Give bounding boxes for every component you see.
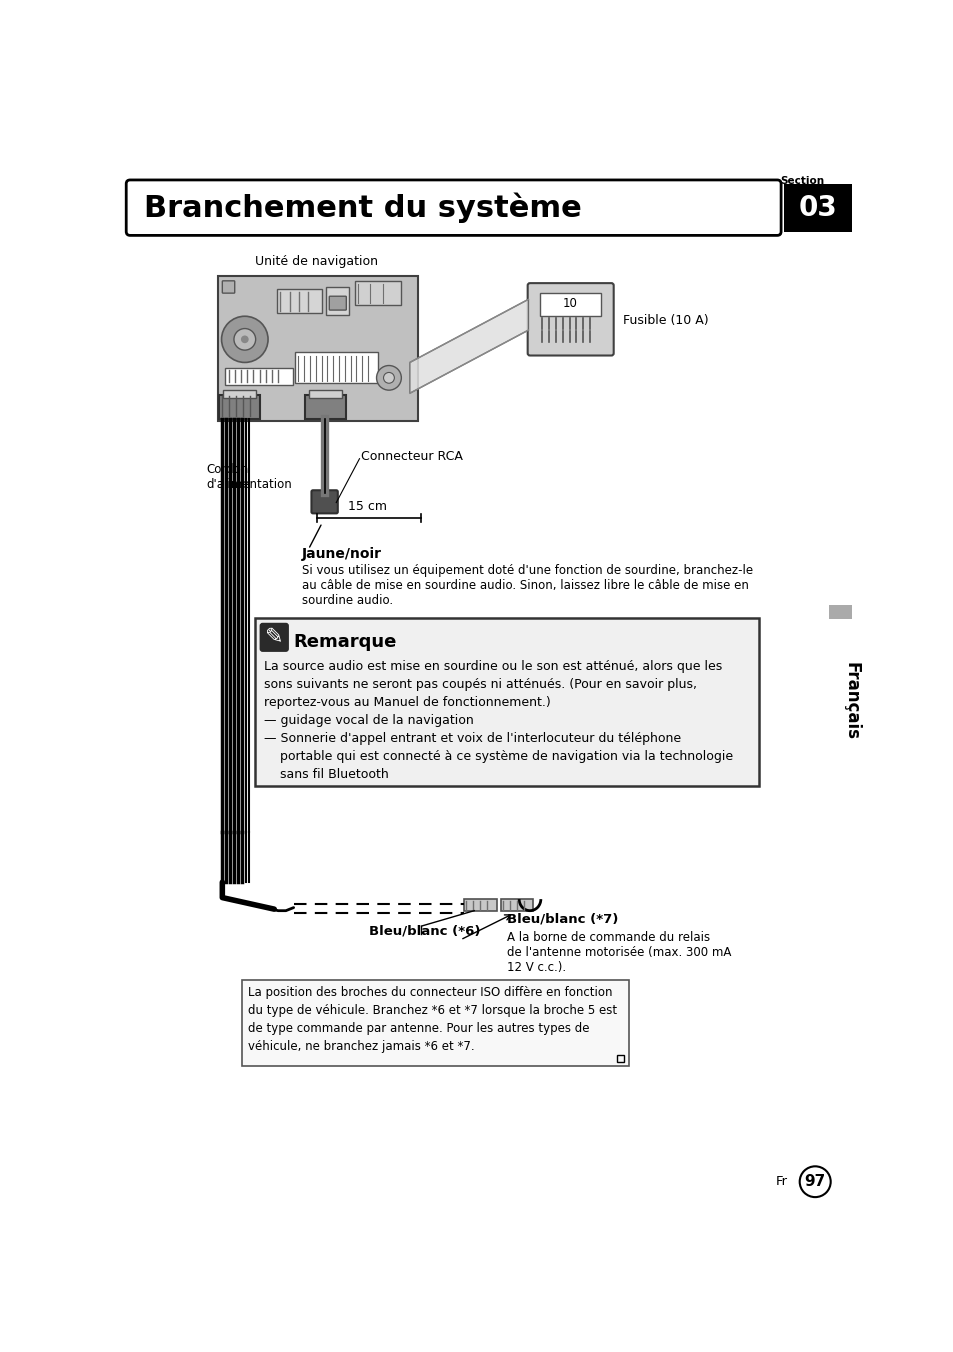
- Circle shape: [376, 365, 401, 391]
- FancyBboxPatch shape: [464, 899, 497, 911]
- FancyBboxPatch shape: [311, 491, 337, 514]
- Text: Remarque: Remarque: [294, 634, 396, 652]
- Circle shape: [241, 335, 249, 343]
- Text: Branchement du système: Branchement du système: [144, 192, 581, 223]
- Text: 10: 10: [562, 296, 578, 310]
- FancyBboxPatch shape: [294, 353, 377, 383]
- FancyBboxPatch shape: [222, 281, 234, 293]
- Text: Bleu/blanc (*6): Bleu/blanc (*6): [369, 925, 479, 937]
- FancyBboxPatch shape: [527, 283, 613, 356]
- Text: 15 cm: 15 cm: [348, 500, 387, 512]
- Text: Français: Français: [841, 662, 860, 741]
- Text: Bleu/blanc (*7): Bleu/blanc (*7): [506, 913, 618, 926]
- Text: La source audio est mise en sourdine ou le son est atténué, alors que les
sons s: La source audio est mise en sourdine ou …: [264, 660, 733, 781]
- FancyBboxPatch shape: [305, 395, 345, 419]
- FancyBboxPatch shape: [539, 293, 600, 316]
- Text: Section: Section: [780, 176, 824, 187]
- Circle shape: [799, 1167, 830, 1197]
- FancyBboxPatch shape: [260, 623, 288, 652]
- FancyBboxPatch shape: [329, 296, 346, 310]
- FancyBboxPatch shape: [241, 980, 629, 1067]
- Text: La position des broches du connecteur ISO diffère en fonction
du type de véhicul: La position des broches du connecteur IS…: [248, 986, 617, 1053]
- Polygon shape: [410, 299, 528, 393]
- FancyBboxPatch shape: [126, 180, 781, 235]
- Text: Cordon
d'alimentation: Cordon d'alimentation: [206, 462, 292, 491]
- FancyBboxPatch shape: [223, 391, 255, 397]
- FancyBboxPatch shape: [217, 276, 417, 420]
- FancyBboxPatch shape: [828, 604, 852, 619]
- FancyBboxPatch shape: [355, 281, 401, 306]
- Text: 03: 03: [798, 193, 837, 222]
- Text: Connecteur RCA: Connecteur RCA: [360, 450, 462, 462]
- Text: Fr: Fr: [775, 1175, 786, 1188]
- Circle shape: [383, 372, 394, 383]
- Text: Si vous utilisez un équipement doté d'une fonction de sourdine, branchez-le
au c: Si vous utilisez un équipement doté d'un…: [302, 564, 753, 607]
- Text: Unité de navigation: Unité de navigation: [254, 256, 377, 269]
- Text: 97: 97: [803, 1175, 825, 1190]
- FancyBboxPatch shape: [326, 287, 349, 315]
- Text: Fusible (10 A): Fusible (10 A): [622, 315, 708, 327]
- Circle shape: [233, 329, 255, 350]
- FancyBboxPatch shape: [254, 618, 758, 786]
- FancyBboxPatch shape: [783, 184, 852, 231]
- FancyBboxPatch shape: [277, 288, 321, 314]
- Text: A la borne de commande du relais
de l'antenne motorisée (max. 300 mA
12 V c.c.).: A la borne de commande du relais de l'an…: [506, 930, 730, 973]
- Circle shape: [221, 316, 268, 362]
- FancyBboxPatch shape: [309, 391, 341, 397]
- FancyBboxPatch shape: [225, 368, 293, 385]
- FancyBboxPatch shape: [219, 395, 259, 419]
- Text: ✎: ✎: [265, 627, 283, 648]
- Text: Jaune/noir: Jaune/noir: [302, 548, 382, 561]
- FancyBboxPatch shape: [500, 899, 533, 911]
